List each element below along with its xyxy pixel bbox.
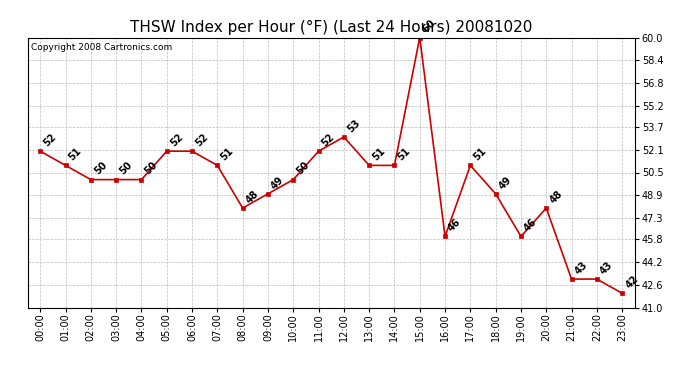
Text: 50: 50 [117,160,134,177]
Text: 49: 49 [269,174,286,191]
Text: 46: 46 [522,217,539,234]
Text: 50: 50 [143,160,159,177]
Text: 48: 48 [548,189,564,205]
Text: 52: 52 [168,132,185,148]
Text: 52: 52 [320,132,337,148]
Text: 52: 52 [193,132,210,148]
Text: 53: 53 [345,118,362,134]
Text: 50: 50 [92,160,109,177]
Text: 48: 48 [244,189,261,205]
Text: 51: 51 [219,146,235,163]
Text: 50: 50 [295,160,311,177]
Text: 49: 49 [497,174,513,191]
Text: 42: 42 [624,274,640,291]
Text: 60: 60 [421,18,437,35]
Text: 51: 51 [67,146,83,163]
Text: 51: 51 [396,146,413,163]
Text: 43: 43 [598,260,615,276]
Text: 51: 51 [371,146,387,163]
Text: 46: 46 [446,217,463,234]
Text: 51: 51 [472,146,489,163]
Title: THSW Index per Hour (°F) (Last 24 Hours) 20081020: THSW Index per Hour (°F) (Last 24 Hours)… [130,20,533,35]
Text: Copyright 2008 Cartronics.com: Copyright 2008 Cartronics.com [30,43,172,52]
Text: 43: 43 [573,260,589,276]
Text: 52: 52 [41,132,58,148]
